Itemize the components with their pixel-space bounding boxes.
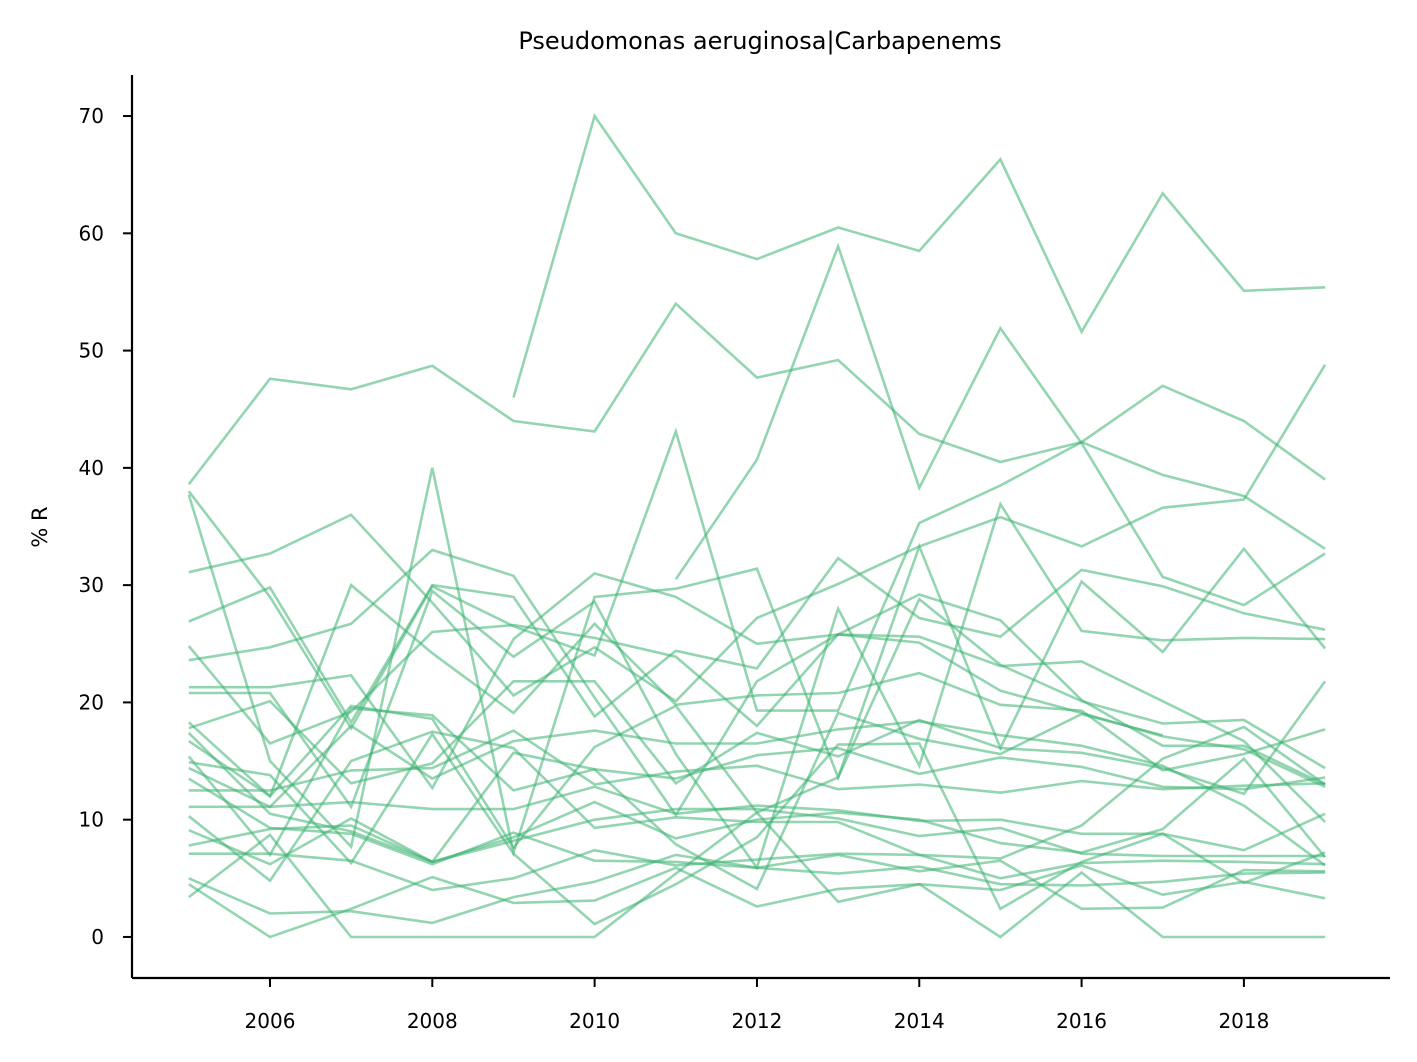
series-layer — [187, 113, 1327, 939]
series-line-22 — [188, 807, 1326, 864]
series-line-8 — [188, 548, 1327, 823]
series-line-2 — [187, 301, 1326, 550]
y-axis-ticks: 0 10 20 30 40 50 60 70 — [79, 104, 132, 949]
series-line-3 — [674, 242, 1326, 607]
series-line-12 — [187, 582, 1326, 799]
series-line-21 — [188, 756, 1327, 866]
series-line-14 — [187, 731, 1326, 864]
series-line-18 — [188, 729, 1326, 795]
y-tick-label: 60 — [79, 221, 104, 245]
y-tick-label: 10 — [79, 808, 104, 832]
series-line-13 — [188, 680, 1327, 796]
y-axis-label: % R — [28, 506, 52, 547]
x-tick-label: 2006 — [245, 1009, 296, 1033]
series-line-23 — [188, 848, 1326, 892]
series-line-17 — [188, 719, 1326, 867]
series-line-25 — [188, 810, 1326, 939]
series-line-19 — [188, 785, 1326, 852]
x-tick-label: 2012 — [731, 1009, 782, 1033]
series-line-5 — [187, 467, 1327, 858]
x-tick-label: 2014 — [894, 1009, 945, 1033]
y-tick-label: 20 — [79, 690, 104, 714]
x-tick-label: 2008 — [407, 1009, 458, 1033]
chart-title: Pseudomonas aeruginosa|Carbapenems — [518, 27, 1001, 55]
series-line-27 — [188, 777, 1326, 887]
series-line-16 — [187, 706, 1164, 891]
y-tick-label: 40 — [79, 456, 104, 480]
y-tick-label: 70 — [79, 104, 104, 128]
y-tick-label: 0 — [91, 925, 104, 949]
series-line-20 — [187, 725, 1326, 883]
x-tick-label: 2018 — [1218, 1009, 1269, 1033]
axes — [130, 75, 1390, 980]
y-tick-label: 50 — [79, 339, 104, 363]
series-line-1 — [512, 113, 1326, 398]
series-line-28 — [188, 731, 1326, 926]
x-axis-ticks: 2006 2008 2010 2012 2014 2016 2018 — [245, 978, 1269, 1033]
x-tick-label: 2016 — [1056, 1009, 1107, 1033]
series-line-26 — [188, 864, 1326, 939]
y-tick-label: 30 — [79, 573, 104, 597]
series-line-7 — [188, 556, 1326, 725]
series-line-4 — [187, 384, 1326, 731]
x-tick-label: 2010 — [569, 1009, 620, 1033]
series-line-9 — [187, 593, 1326, 786]
series-line-6 — [188, 364, 1327, 703]
